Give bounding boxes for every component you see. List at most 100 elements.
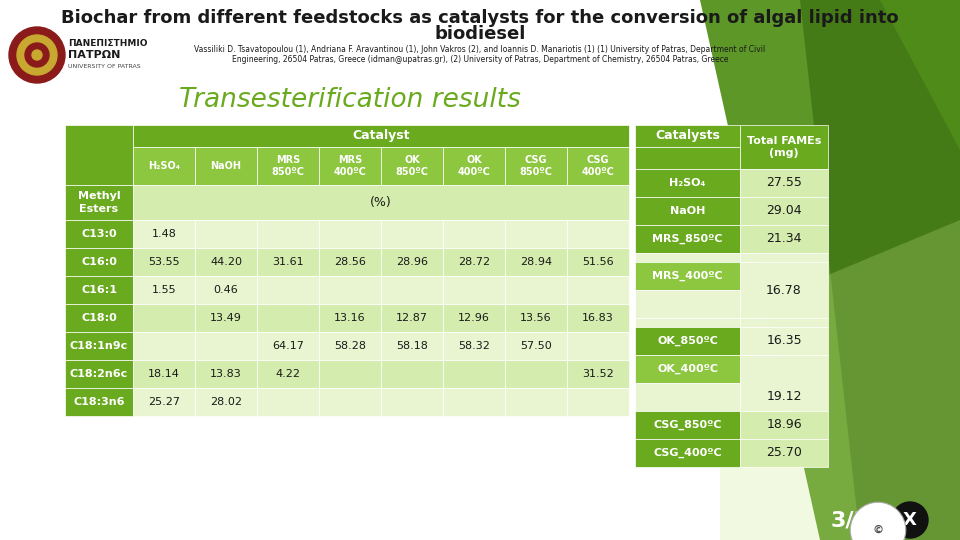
Text: 13.56: 13.56 <box>520 313 552 323</box>
Text: OK
400ºC: OK 400ºC <box>458 155 491 177</box>
FancyBboxPatch shape <box>133 185 629 220</box>
FancyBboxPatch shape <box>195 388 257 416</box>
Text: 44.20: 44.20 <box>210 257 242 267</box>
Text: 0.46: 0.46 <box>214 285 238 295</box>
FancyBboxPatch shape <box>195 248 257 276</box>
FancyBboxPatch shape <box>257 276 319 304</box>
FancyBboxPatch shape <box>740 253 828 262</box>
Text: Methyl
Esters: Methyl Esters <box>78 191 120 214</box>
FancyBboxPatch shape <box>505 360 567 388</box>
FancyBboxPatch shape <box>319 332 381 360</box>
FancyBboxPatch shape <box>740 225 828 253</box>
Text: 18.96: 18.96 <box>766 418 802 431</box>
Text: 16.78: 16.78 <box>766 284 802 296</box>
Text: 18.14: 18.14 <box>148 369 180 379</box>
Text: C18:0: C18:0 <box>82 313 117 323</box>
FancyBboxPatch shape <box>319 248 381 276</box>
FancyBboxPatch shape <box>635 253 740 262</box>
Text: UNIVERSITY OF PATRAS: UNIVERSITY OF PATRAS <box>68 64 140 69</box>
Text: H₂SO₄: H₂SO₄ <box>669 178 706 188</box>
Text: MRS_400ºC: MRS_400ºC <box>652 271 723 281</box>
Polygon shape <box>720 220 960 540</box>
FancyBboxPatch shape <box>133 125 629 147</box>
Text: OK
850ºC: OK 850ºC <box>396 155 428 177</box>
Text: CSG
400ºC: CSG 400ºC <box>582 155 614 177</box>
FancyBboxPatch shape <box>65 185 133 220</box>
Circle shape <box>892 502 928 538</box>
FancyBboxPatch shape <box>567 388 629 416</box>
FancyBboxPatch shape <box>257 388 319 416</box>
FancyBboxPatch shape <box>443 147 505 185</box>
Text: MRS
850ºC: MRS 850ºC <box>272 155 304 177</box>
Text: Catalysts: Catalysts <box>655 130 720 143</box>
FancyBboxPatch shape <box>443 360 505 388</box>
Text: X: X <box>903 511 917 529</box>
FancyBboxPatch shape <box>740 262 828 318</box>
Text: 28.56: 28.56 <box>334 257 366 267</box>
FancyBboxPatch shape <box>505 248 567 276</box>
FancyBboxPatch shape <box>740 197 828 225</box>
Text: 13.16: 13.16 <box>334 313 366 323</box>
FancyBboxPatch shape <box>257 220 319 248</box>
FancyBboxPatch shape <box>635 318 740 327</box>
Text: Catalyst: Catalyst <box>352 130 410 143</box>
FancyBboxPatch shape <box>381 360 443 388</box>
Text: 28.02: 28.02 <box>210 397 242 407</box>
FancyBboxPatch shape <box>381 220 443 248</box>
FancyBboxPatch shape <box>505 147 567 185</box>
FancyBboxPatch shape <box>567 276 629 304</box>
Text: Vassiliki D. Tsavatopoulou (1), Andriana F. Aravantinou (1), John Vakros (2), an: Vassiliki D. Tsavatopoulou (1), Andriana… <box>194 44 766 53</box>
FancyBboxPatch shape <box>65 388 133 416</box>
FancyBboxPatch shape <box>443 220 505 248</box>
Text: H₂SO₄: H₂SO₄ <box>148 161 180 171</box>
Text: CSG_850ºC: CSG_850ºC <box>653 420 722 430</box>
FancyBboxPatch shape <box>505 332 567 360</box>
FancyBboxPatch shape <box>319 360 381 388</box>
FancyBboxPatch shape <box>635 411 740 439</box>
FancyBboxPatch shape <box>257 332 319 360</box>
Circle shape <box>25 43 49 67</box>
Text: 3/3: 3/3 <box>830 510 870 530</box>
FancyBboxPatch shape <box>133 147 195 185</box>
Text: 28.96: 28.96 <box>396 257 428 267</box>
FancyBboxPatch shape <box>65 125 133 185</box>
FancyBboxPatch shape <box>65 360 133 388</box>
Text: 16.35: 16.35 <box>766 334 802 348</box>
FancyBboxPatch shape <box>635 327 740 355</box>
FancyBboxPatch shape <box>257 304 319 332</box>
FancyBboxPatch shape <box>505 276 567 304</box>
FancyBboxPatch shape <box>195 332 257 360</box>
Text: OK_850ºC: OK_850ºC <box>657 336 718 346</box>
FancyBboxPatch shape <box>195 220 257 248</box>
Text: 19.12: 19.12 <box>766 390 802 403</box>
Text: 58.28: 58.28 <box>334 341 366 351</box>
FancyBboxPatch shape <box>443 388 505 416</box>
FancyBboxPatch shape <box>635 262 740 290</box>
FancyBboxPatch shape <box>443 248 505 276</box>
FancyBboxPatch shape <box>635 225 740 253</box>
FancyBboxPatch shape <box>567 360 629 388</box>
FancyBboxPatch shape <box>443 276 505 304</box>
FancyBboxPatch shape <box>381 388 443 416</box>
FancyBboxPatch shape <box>381 332 443 360</box>
FancyBboxPatch shape <box>740 439 828 467</box>
Text: CSG_400ºC: CSG_400ºC <box>653 448 722 458</box>
Text: 25.27: 25.27 <box>148 397 180 407</box>
FancyBboxPatch shape <box>195 360 257 388</box>
Text: ©: © <box>873 525 883 535</box>
Text: 16.83: 16.83 <box>582 313 613 323</box>
FancyBboxPatch shape <box>195 276 257 304</box>
FancyBboxPatch shape <box>635 125 740 147</box>
FancyBboxPatch shape <box>381 276 443 304</box>
Text: ΠΑΤΡΩΝ: ΠΑΤΡΩΝ <box>68 50 120 60</box>
FancyBboxPatch shape <box>133 304 195 332</box>
Text: C13:0: C13:0 <box>82 229 117 239</box>
Text: OK_400ºC: OK_400ºC <box>657 364 718 374</box>
FancyBboxPatch shape <box>319 388 381 416</box>
FancyBboxPatch shape <box>740 169 828 197</box>
FancyBboxPatch shape <box>635 169 740 197</box>
Text: 51.56: 51.56 <box>582 257 613 267</box>
Text: 58.32: 58.32 <box>458 341 490 351</box>
FancyBboxPatch shape <box>319 276 381 304</box>
Text: 31.52: 31.52 <box>582 369 613 379</box>
